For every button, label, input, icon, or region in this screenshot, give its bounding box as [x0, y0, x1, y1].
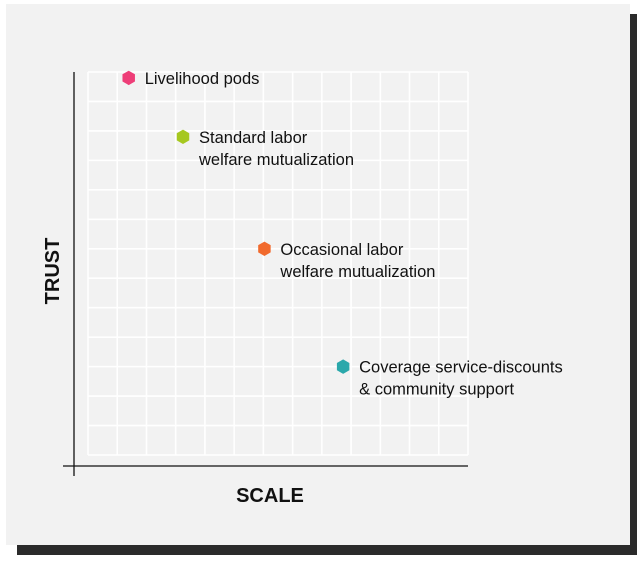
data-point-label-line: Occasional labor [280, 241, 403, 259]
y-axis-title: TRUST [42, 238, 64, 305]
data-point-label-line: & community support [359, 381, 514, 399]
x-axis-title: SCALE [236, 485, 304, 507]
data-point-hexagon [122, 70, 135, 86]
data-point-label-line: Livelihood pods [145, 70, 260, 88]
data-point-label-line: welfare mutualization [198, 151, 354, 169]
data-point-hexagon [176, 129, 190, 145]
data-points: Livelihood pods Standard labor welfare mut… [122, 70, 563, 399]
data-point-group: Standard labor welfare mutualization [176, 129, 354, 169]
data-point-group: Occasional labor welfare mutualization [258, 241, 435, 281]
data-point-label: Livelihood pods [145, 70, 260, 88]
grid [87, 71, 469, 456]
data-point-label: Standard labor welfare mutualization [198, 129, 354, 169]
data-point-group: Livelihood pods [122, 70, 259, 88]
data-point-hexagon [336, 359, 350, 374]
axes [63, 72, 468, 476]
data-point-group: Coverage service-discounts & community su… [336, 359, 563, 399]
data-point-hexagon [258, 241, 271, 256]
data-point-label-line: welfare mutualization [279, 263, 435, 281]
data-point-label-line: Standard labor [199, 129, 308, 147]
data-point-label: Coverage service-discounts & community su… [359, 359, 563, 399]
data-point-label-line: Coverage service-discounts [359, 359, 563, 377]
data-point-label: Occasional labor welfare mutualization [279, 241, 435, 281]
